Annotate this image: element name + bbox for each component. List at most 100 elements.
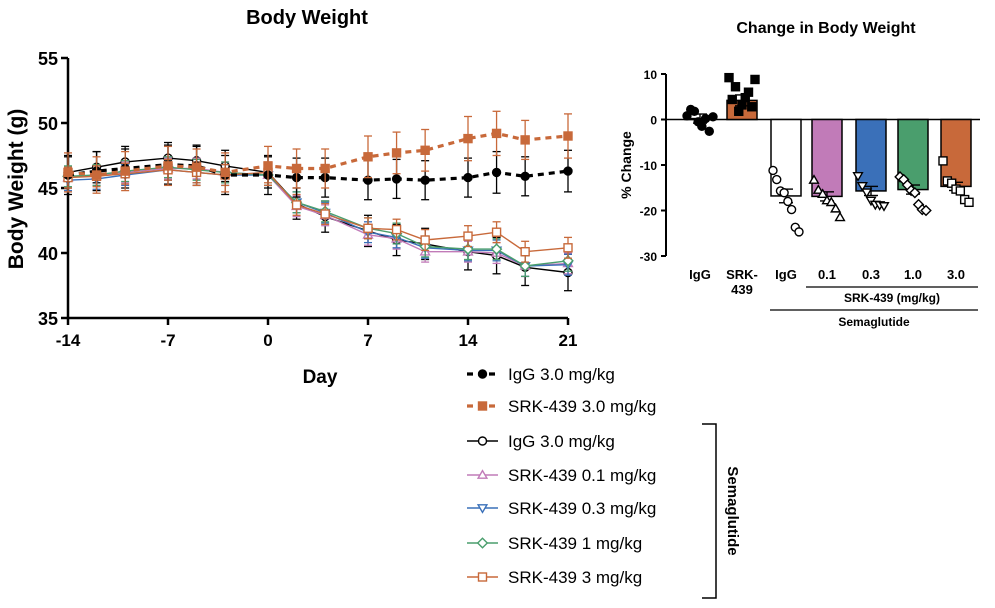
legend-label-4: SRK-439 0.3 mg/kg <box>508 499 656 518</box>
legend: IgG 3.0 mg/kg SRK-439 3.0 mg/kg IgG 3.0 mg… <box>467 365 741 599</box>
bar-data-point <box>750 74 760 85</box>
bar-group-4 <box>852 118 890 212</box>
legend-label-0: IgG 3.0 mg/kg <box>508 365 615 384</box>
bar-data-point <box>743 87 754 97</box>
bar-data-point <box>779 188 789 198</box>
line-series-1 <box>63 110 573 194</box>
series-line <box>67 169 569 253</box>
bar-data-point <box>817 188 829 199</box>
bar-data-point <box>938 156 948 166</box>
bar-group-1 <box>724 72 760 121</box>
legend-label-5: SRK-439 1 mg/kg <box>508 534 642 553</box>
bar-group-0 <box>682 104 718 137</box>
bar-data-point <box>697 121 707 132</box>
series-line <box>67 167 569 267</box>
bar-data-point <box>964 197 974 208</box>
bar-data-point <box>812 184 824 194</box>
line-x-tick-label: 0 <box>263 331 272 350</box>
bar-data-point <box>955 186 966 196</box>
data-point <box>562 255 574 267</box>
bar-data-point <box>786 204 797 215</box>
bar-data-point <box>724 72 734 83</box>
line-x-tick-label: 14 <box>459 331 478 350</box>
bar-category-label: 439 <box>731 282 753 297</box>
legend-marker-5 <box>476 537 489 549</box>
bar-data-point <box>730 82 741 92</box>
bar-data-point <box>825 196 837 207</box>
bar-category-label: 0.1 <box>818 267 836 282</box>
line-x-tick-label: 21 <box>559 331 578 350</box>
bar-data-point <box>861 188 873 199</box>
legend-marker-0 <box>477 369 488 379</box>
data-point <box>120 166 130 176</box>
bar-y-tick-label: -20 <box>640 205 658 219</box>
bar-y-tick-label: 10 <box>644 68 658 82</box>
bar-category-label: 0.3 <box>862 267 880 282</box>
bar-group-3 <box>808 118 846 222</box>
bar-data-point <box>830 202 842 213</box>
line-x-tick-label: -14 <box>56 331 81 350</box>
line-y-tick-label: 45 <box>38 179 58 199</box>
data-point <box>563 131 573 141</box>
legend-marker-2 <box>477 436 488 446</box>
bar-group-6 <box>938 118 974 208</box>
data-point <box>520 246 530 257</box>
legend-label-1: SRK-439 3.0 mg/kg <box>508 397 656 416</box>
line-chart-ylabel: Body Weight (g) <box>5 109 28 270</box>
data-point <box>320 209 330 219</box>
bar-data-point <box>878 202 890 212</box>
data-point <box>490 243 503 255</box>
bar-data-point <box>689 106 700 117</box>
bar <box>855 118 887 192</box>
data-point <box>191 162 202 172</box>
line-chart-title: Body Weight <box>246 7 368 29</box>
legend-marker-6 <box>477 572 488 582</box>
data-point <box>291 200 302 210</box>
bar-data-point <box>704 126 714 137</box>
bar-y-tick-label: 0 <box>650 114 657 128</box>
line-x-tick-label: -7 <box>160 331 175 350</box>
legend-group-label: Semaglutide <box>724 466 741 555</box>
data-point <box>91 170 102 180</box>
line-chart-xlabel: Day <box>303 367 338 388</box>
data-point <box>363 223 373 234</box>
bar-data-point <box>920 204 932 217</box>
bar <box>940 118 972 188</box>
series-line <box>67 162 569 182</box>
data-point <box>163 161 173 171</box>
legend-label-6: SRK-439 3 mg/kg <box>508 568 642 587</box>
line-x-tick-label: 7 <box>363 331 372 350</box>
bar-category-label: 1.0 <box>904 267 922 282</box>
data-point <box>420 175 430 185</box>
legend-group-bracket <box>702 423 717 599</box>
data-point <box>491 227 502 237</box>
line-y-tick-label: 50 <box>38 114 58 134</box>
series-line <box>67 131 569 177</box>
legend-marker-4 <box>476 504 489 514</box>
srk-dose-group-label: SRK-439 (mg/kg) <box>844 291 940 305</box>
line-chart: 35 40 45 50 55 -14 -7 0 7 14 21 <box>38 49 577 350</box>
data-point <box>520 171 530 182</box>
bar-data-point <box>834 211 846 222</box>
bar-chart-ylabel: % Change <box>618 131 634 199</box>
data-point <box>320 163 330 174</box>
legend-label-2: IgG 3.0 mg/kg <box>508 432 615 451</box>
bar-data-point <box>727 94 737 105</box>
bar-category-label: SRK- <box>726 267 758 282</box>
bar-data-point <box>747 102 757 112</box>
data-point <box>563 243 573 253</box>
bar-category-label: 3.0 <box>947 267 965 282</box>
bar-data-point <box>852 172 864 182</box>
legend-label-3: SRK-439 0.1 mg/kg <box>508 466 656 485</box>
data-point <box>391 174 402 184</box>
bar-data-point <box>768 165 778 176</box>
bar-data-point <box>909 186 921 199</box>
data-point <box>391 148 402 158</box>
bar-data-point <box>794 227 804 237</box>
data-point <box>220 167 230 178</box>
bar-group-5 <box>894 118 932 217</box>
line-y-tick-label: 55 <box>38 49 58 69</box>
data-point <box>420 145 430 156</box>
bar-data-point <box>700 113 711 124</box>
